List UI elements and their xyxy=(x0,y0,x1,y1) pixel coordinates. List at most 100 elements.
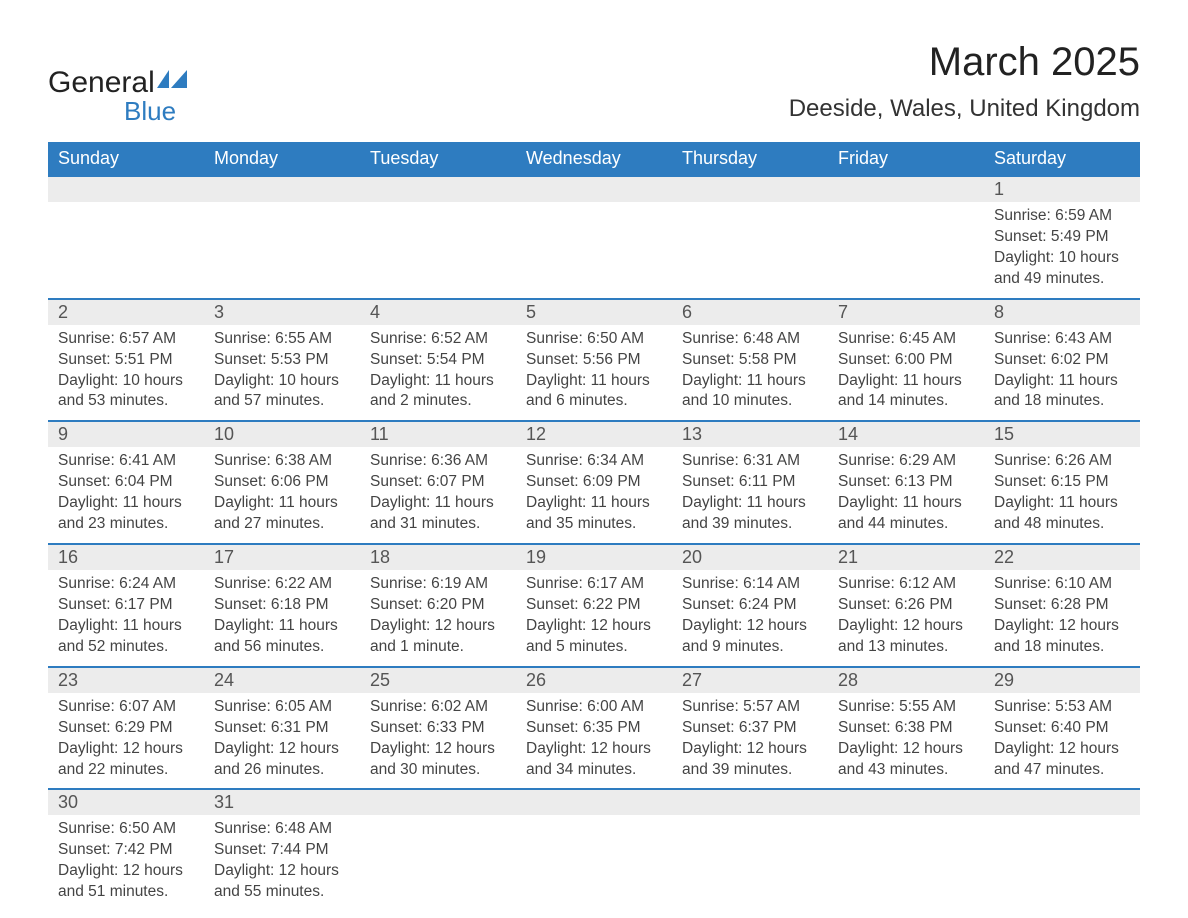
day-number-cell: 11 xyxy=(360,421,516,447)
sunset-line: Sunset: 6:20 PM xyxy=(370,595,506,616)
day-number-cell: 31 xyxy=(204,789,360,815)
day-header: Monday xyxy=(204,142,360,176)
day-data-cell xyxy=(828,815,984,911)
day-number-cell: 23 xyxy=(48,667,204,693)
sunset-line: Sunset: 5:56 PM xyxy=(526,350,662,371)
sunrise-line: Sunrise: 6:38 AM xyxy=(214,451,350,472)
daylight-line: Daylight: 11 hours and 52 minutes. xyxy=(58,616,194,658)
day-number-cell: 4 xyxy=(360,299,516,325)
day-number-cell: 27 xyxy=(672,667,828,693)
day-number-cell: 8 xyxy=(984,299,1140,325)
daylight-line: Daylight: 12 hours and 43 minutes. xyxy=(838,739,974,781)
day-data-cell xyxy=(516,202,672,299)
daylight-line: Daylight: 12 hours and 9 minutes. xyxy=(682,616,818,658)
day-data-cell: Sunrise: 6:10 AMSunset: 6:28 PMDaylight:… xyxy=(984,570,1140,667)
daylight-line: Daylight: 12 hours and 51 minutes. xyxy=(58,861,194,903)
daylight-line: Daylight: 11 hours and 31 minutes. xyxy=(370,493,506,535)
daylight-line: Daylight: 12 hours and 18 minutes. xyxy=(994,616,1130,658)
day-data-cell xyxy=(828,202,984,299)
sunset-line: Sunset: 6:29 PM xyxy=(58,718,194,739)
daylight-line: Daylight: 11 hours and 39 minutes. xyxy=(682,493,818,535)
sunset-line: Sunset: 5:49 PM xyxy=(994,227,1130,248)
brand-word2: Blue xyxy=(124,98,189,124)
daylight-line: Daylight: 11 hours and 14 minutes. xyxy=(838,371,974,413)
day-data-cell: Sunrise: 6:52 AMSunset: 5:54 PMDaylight:… xyxy=(360,325,516,422)
daylight-line: Daylight: 11 hours and 35 minutes. xyxy=(526,493,662,535)
sunrise-line: Sunrise: 6:02 AM xyxy=(370,697,506,718)
sunset-line: Sunset: 6:33 PM xyxy=(370,718,506,739)
day-number-cell: 2 xyxy=(48,299,204,325)
daylight-line: Daylight: 12 hours and 1 minute. xyxy=(370,616,506,658)
day-number-cell: 30 xyxy=(48,789,204,815)
day-number-cell: 1 xyxy=(984,176,1140,202)
day-number-cell: 12 xyxy=(516,421,672,447)
sunset-line: Sunset: 5:53 PM xyxy=(214,350,350,371)
day-data-cell xyxy=(48,202,204,299)
sunrise-line: Sunrise: 6:41 AM xyxy=(58,451,194,472)
sunrise-line: Sunrise: 6:12 AM xyxy=(838,574,974,595)
sunrise-line: Sunrise: 5:53 AM xyxy=(994,697,1130,718)
day-number-cell: 21 xyxy=(828,544,984,570)
sunrise-line: Sunrise: 6:50 AM xyxy=(526,329,662,350)
sunset-line: Sunset: 6:40 PM xyxy=(994,718,1130,739)
day-data-cell: Sunrise: 6:55 AMSunset: 5:53 PMDaylight:… xyxy=(204,325,360,422)
sunrise-line: Sunrise: 6:45 AM xyxy=(838,329,974,350)
day-data-cell: Sunrise: 6:02 AMSunset: 6:33 PMDaylight:… xyxy=(360,693,516,790)
day-data-cell: Sunrise: 6:34 AMSunset: 6:09 PMDaylight:… xyxy=(516,447,672,544)
day-data-cell: Sunrise: 6:05 AMSunset: 6:31 PMDaylight:… xyxy=(204,693,360,790)
day-header: Tuesday xyxy=(360,142,516,176)
day-data-cell: Sunrise: 6:43 AMSunset: 6:02 PMDaylight:… xyxy=(984,325,1140,422)
sunset-line: Sunset: 6:09 PM xyxy=(526,472,662,493)
sunrise-line: Sunrise: 6:43 AM xyxy=(994,329,1130,350)
sunrise-line: Sunrise: 6:22 AM xyxy=(214,574,350,595)
sunset-line: Sunset: 7:44 PM xyxy=(214,840,350,861)
day-data-cell: Sunrise: 6:12 AMSunset: 6:26 PMDaylight:… xyxy=(828,570,984,667)
daylight-line: Daylight: 11 hours and 23 minutes. xyxy=(58,493,194,535)
day-data-cell: Sunrise: 6:57 AMSunset: 5:51 PMDaylight:… xyxy=(48,325,204,422)
daylight-line: Daylight: 12 hours and 5 minutes. xyxy=(526,616,662,658)
day-number-cell: 29 xyxy=(984,667,1140,693)
sunset-line: Sunset: 6:00 PM xyxy=(838,350,974,371)
sunset-line: Sunset: 6:26 PM xyxy=(838,595,974,616)
daylight-line: Daylight: 12 hours and 47 minutes. xyxy=(994,739,1130,781)
day-data-cell: Sunrise: 6:48 AMSunset: 5:58 PMDaylight:… xyxy=(672,325,828,422)
sunrise-line: Sunrise: 6:36 AM xyxy=(370,451,506,472)
sunrise-line: Sunrise: 6:07 AM xyxy=(58,697,194,718)
brand-triangle-icon xyxy=(155,68,189,95)
day-number-cell: 18 xyxy=(360,544,516,570)
sunrise-line: Sunrise: 6:00 AM xyxy=(526,697,662,718)
day-number-cell xyxy=(48,176,204,202)
sunrise-line: Sunrise: 6:14 AM xyxy=(682,574,818,595)
daylight-line: Daylight: 12 hours and 34 minutes. xyxy=(526,739,662,781)
day-number-cell: 26 xyxy=(516,667,672,693)
daylight-line: Daylight: 10 hours and 57 minutes. xyxy=(214,371,350,413)
day-number-cell: 5 xyxy=(516,299,672,325)
day-data-cell: Sunrise: 5:55 AMSunset: 6:38 PMDaylight:… xyxy=(828,693,984,790)
day-number-cell xyxy=(360,176,516,202)
sunset-line: Sunset: 6:22 PM xyxy=(526,595,662,616)
day-number-cell: 17 xyxy=(204,544,360,570)
sunset-line: Sunset: 6:35 PM xyxy=(526,718,662,739)
day-number-cell: 10 xyxy=(204,421,360,447)
daylight-line: Daylight: 10 hours and 53 minutes. xyxy=(58,371,194,413)
daylight-line: Daylight: 12 hours and 26 minutes. xyxy=(214,739,350,781)
sunrise-line: Sunrise: 6:05 AM xyxy=(214,697,350,718)
sunrise-line: Sunrise: 6:48 AM xyxy=(682,329,818,350)
day-header: Sunday xyxy=(48,142,204,176)
day-header: Saturday xyxy=(984,142,1140,176)
sunset-line: Sunset: 6:24 PM xyxy=(682,595,818,616)
day-data-cell xyxy=(204,202,360,299)
day-number-cell: 16 xyxy=(48,544,204,570)
sunset-line: Sunset: 6:18 PM xyxy=(214,595,350,616)
day-number-cell xyxy=(516,176,672,202)
daylight-line: Daylight: 12 hours and 39 minutes. xyxy=(682,739,818,781)
daylight-line: Daylight: 11 hours and 48 minutes. xyxy=(994,493,1130,535)
sunrise-line: Sunrise: 6:48 AM xyxy=(214,819,350,840)
day-number-cell: 13 xyxy=(672,421,828,447)
day-data-cell: Sunrise: 5:57 AMSunset: 6:37 PMDaylight:… xyxy=(672,693,828,790)
daylight-line: Daylight: 11 hours and 2 minutes. xyxy=(370,371,506,413)
day-number-cell xyxy=(984,789,1140,815)
day-number-cell xyxy=(516,789,672,815)
day-data-cell: Sunrise: 6:17 AMSunset: 6:22 PMDaylight:… xyxy=(516,570,672,667)
day-number-cell: 9 xyxy=(48,421,204,447)
